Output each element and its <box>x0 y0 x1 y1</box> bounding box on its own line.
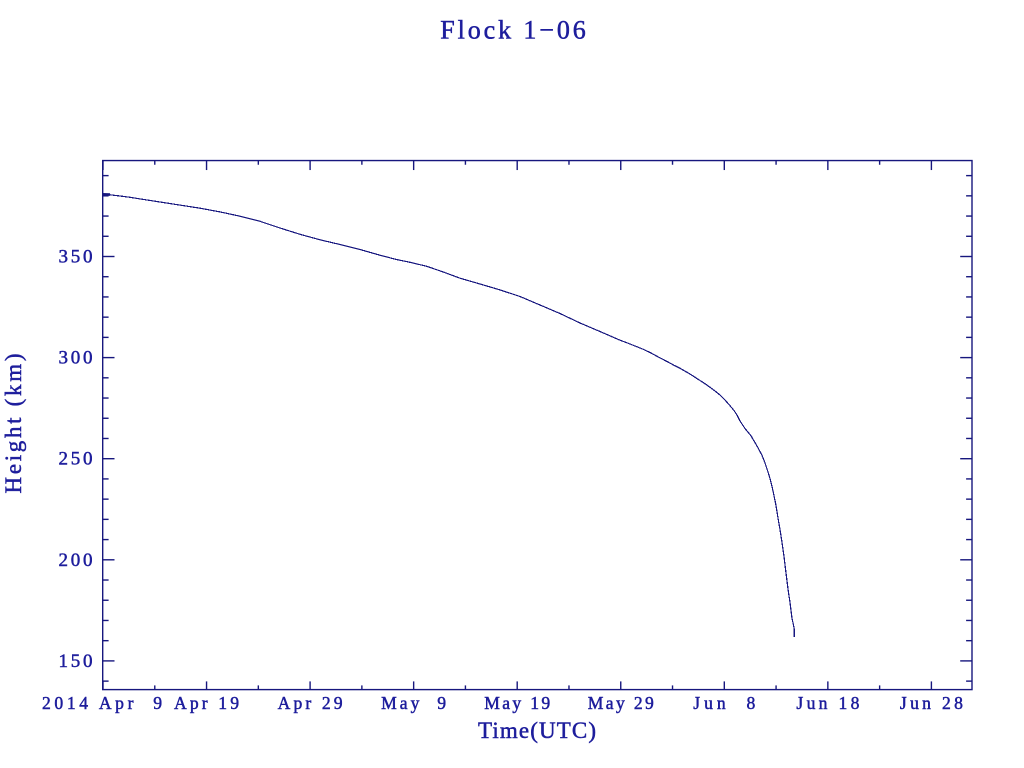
svg-text:Flock 1−06: Flock 1−06 <box>440 16 586 45</box>
svg-text:300: 300 <box>59 348 93 369</box>
svg-text:Jun 18: Jun 18 <box>796 693 859 713</box>
svg-text:Apr 19: Apr 19 <box>174 693 239 713</box>
svg-text:2014 Apr 9: 2014 Apr 9 <box>42 693 162 713</box>
svg-text:May 19: May 19 <box>484 693 550 713</box>
svg-text:Height (km): Height (km) <box>1 354 26 494</box>
svg-text:Time(UTC): Time(UTC) <box>478 718 596 743</box>
svg-text:150: 150 <box>59 651 93 672</box>
svg-text:200: 200 <box>59 550 93 571</box>
svg-text:350: 350 <box>59 247 93 268</box>
svg-text:Jun 8: Jun 8 <box>693 693 755 713</box>
svg-text:250: 250 <box>59 449 93 470</box>
svg-text:May 29: May 29 <box>588 693 654 713</box>
svg-text:May 9: May 9 <box>381 693 446 713</box>
svg-text:Apr 29: Apr 29 <box>278 693 343 713</box>
svg-text:Jun 28: Jun 28 <box>900 693 963 713</box>
